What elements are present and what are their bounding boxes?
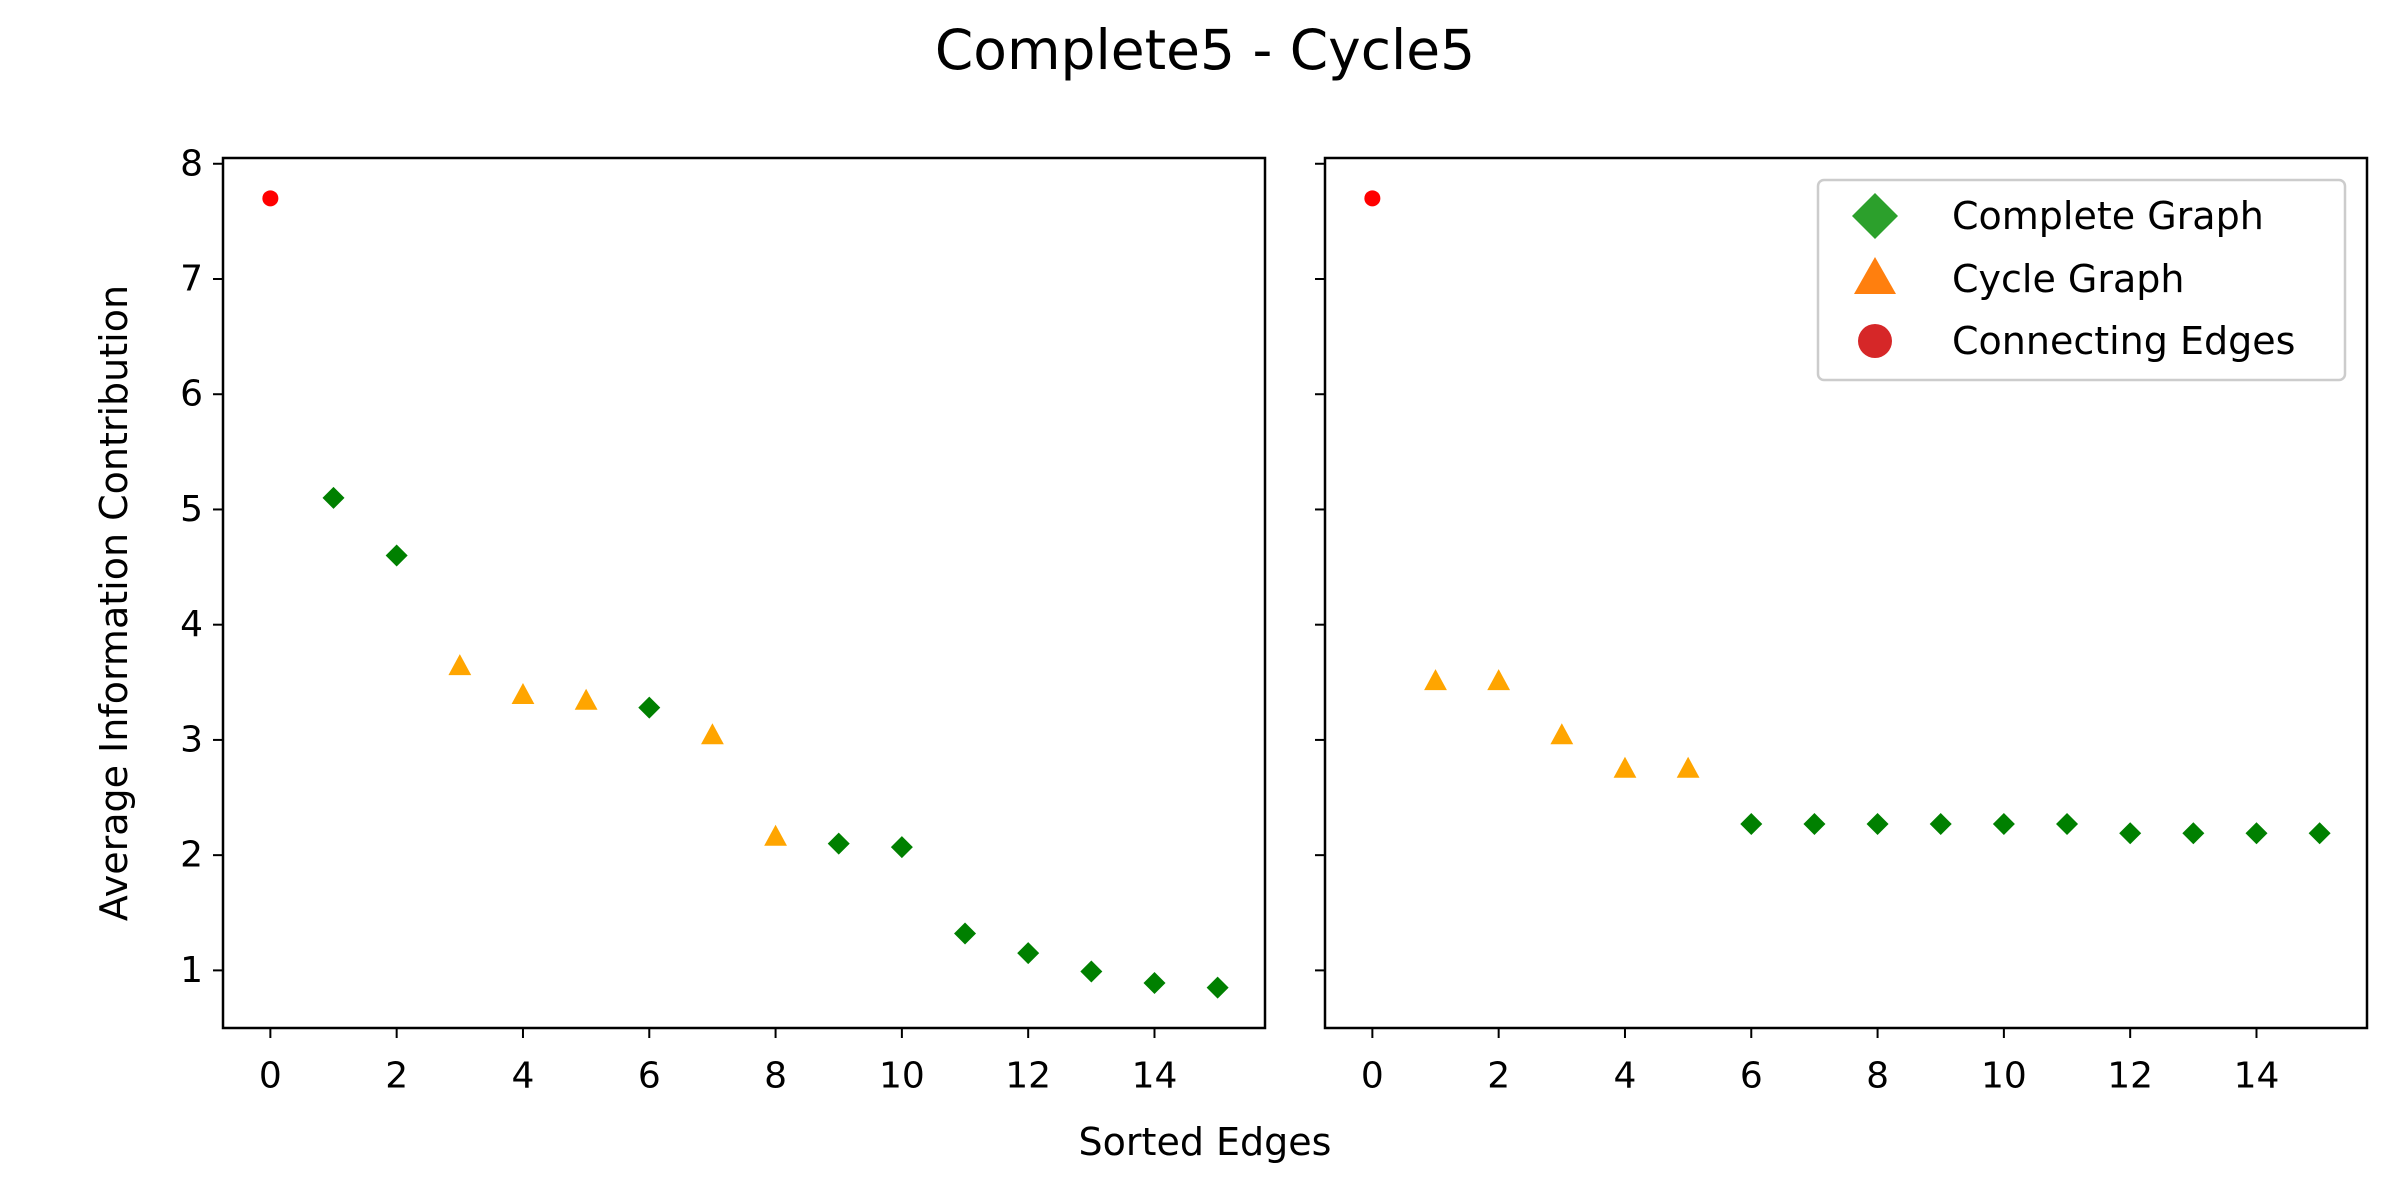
right-x-tick-label: 14 <box>2234 1056 2280 1097</box>
left-y-tick-label: 3 <box>180 719 203 760</box>
legend-frame <box>1816 178 2347 382</box>
right-x-tick-label: 10 <box>1981 1056 2027 1097</box>
left-point-cycle <box>448 654 472 676</box>
left-point-complete <box>1143 972 1166 995</box>
right-point-complete <box>1866 813 1889 836</box>
y-axis-label: Average Information Contribution <box>92 285 136 921</box>
right-point-cycle <box>1550 723 1574 745</box>
left-x-tick-label: 0 <box>259 1056 282 1097</box>
legend-triangle-icon <box>1854 257 1896 294</box>
left-point-cycle <box>511 682 535 704</box>
right-x-tick-label: 12 <box>2107 1056 2153 1097</box>
left-point-complete <box>322 486 345 509</box>
left-point-cycle <box>764 824 787 846</box>
right-x-tick-label: 2 <box>1487 1056 1510 1097</box>
left-point-cycle <box>574 688 598 710</box>
right-point-complete <box>2308 822 2331 845</box>
left-point-connecting <box>262 190 279 207</box>
right-panel-marks <box>1364 190 2331 845</box>
right-point-complete <box>2182 822 2205 845</box>
chart-title: Complete5 - Cycle5 <box>935 18 1475 82</box>
right-point-complete <box>2119 822 2142 845</box>
right-point-connecting <box>1364 190 1381 207</box>
legend: Complete Graph Cycle Graph Connecting Ed… <box>1816 178 2347 382</box>
left-point-complete <box>1080 960 1103 983</box>
right-panel-ticks: 0 2 4 6 8 10 12 14 <box>1315 162 2280 1097</box>
left-x-tick-label: 2 <box>385 1056 408 1097</box>
right-point-complete <box>1803 813 1826 836</box>
right-point-complete <box>1992 813 2015 836</box>
legend-label-connecting: Connecting Edges <box>1952 319 2295 363</box>
left-point-complete <box>954 922 977 945</box>
right-x-tick-label: 6 <box>1740 1056 1763 1097</box>
left-point-complete <box>1017 942 1040 965</box>
right-panel-frame <box>1323 156 2369 1030</box>
left-x-tick-label: 10 <box>879 1056 925 1097</box>
legend-circle-icon <box>1858 324 1892 358</box>
left-y-tick-label: 4 <box>180 604 203 645</box>
legend-label-cycle: Cycle Graph <box>1952 257 2185 301</box>
left-x-tick-label: 12 <box>1005 1056 1051 1097</box>
left-panel-frame <box>221 156 1267 1030</box>
left-point-complete <box>827 832 850 855</box>
left-y-tick-label: 1 <box>180 950 203 991</box>
right-x-tick-label: 4 <box>1614 1056 1637 1097</box>
left-panel-marks <box>262 190 1229 999</box>
left-x-tick-label: 6 <box>638 1056 661 1097</box>
right-x-tick-label: 8 <box>1866 1056 1889 1097</box>
right-point-complete <box>1929 813 1952 836</box>
left-point-complete <box>385 544 408 567</box>
left-y-tick-label: 2 <box>180 835 203 876</box>
right-point-cycle <box>1424 669 1447 691</box>
right-point-cycle <box>1676 756 1700 778</box>
left-point-complete <box>638 696 661 719</box>
left-y-tick-label: 5 <box>180 489 203 530</box>
x-axis-label: Sorted Edges <box>1079 1120 1332 1164</box>
right-point-complete <box>1740 813 1763 836</box>
right-point-complete <box>2245 822 2268 845</box>
right-panel: 0 2 4 6 8 10 12 14 <box>1315 156 2369 1097</box>
legend-diamond-icon <box>1852 193 1898 239</box>
left-y-tick-label: 6 <box>180 374 203 415</box>
right-point-cycle <box>1613 756 1637 778</box>
right-point-complete <box>2056 813 2079 836</box>
right-x-tick-label: 0 <box>1361 1056 1384 1097</box>
left-point-complete <box>890 836 913 859</box>
right-point-cycle <box>1487 669 1511 691</box>
left-point-cycle <box>701 723 724 745</box>
left-x-tick-label: 14 <box>1132 1056 1178 1097</box>
left-point-complete <box>1206 976 1229 999</box>
legend-label-complete: Complete Graph <box>1952 194 2264 238</box>
left-x-tick-label: 8 <box>764 1056 787 1097</box>
left-y-tick-label: 8 <box>180 143 203 184</box>
left-y-tick-label: 7 <box>180 258 203 299</box>
left-x-tick-label: 4 <box>512 1056 535 1097</box>
